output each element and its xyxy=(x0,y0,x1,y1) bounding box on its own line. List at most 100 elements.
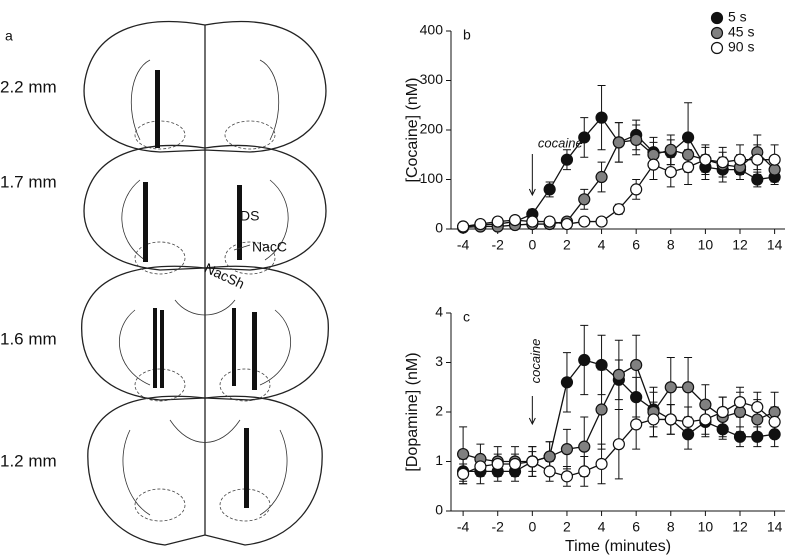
legend-label: 45 s xyxy=(728,24,754,40)
y-tick-label: 300 xyxy=(420,71,444,87)
x-tick-label: -4 xyxy=(457,519,470,535)
x-tick-label: 14 xyxy=(767,519,783,535)
arrow-head xyxy=(528,417,536,426)
x-tick-label: 12 xyxy=(732,237,748,253)
y-tick-label: 0 xyxy=(435,502,443,518)
y-tick-label: 400 xyxy=(420,22,444,38)
data-point xyxy=(647,158,660,171)
data-point xyxy=(681,148,695,161)
data-point xyxy=(560,470,574,483)
data-point xyxy=(681,131,695,144)
data-point xyxy=(681,381,695,394)
x-tick-label: 14 xyxy=(767,237,783,253)
arrow-head xyxy=(528,188,536,197)
data-point xyxy=(578,440,591,453)
region-label: NacSh xyxy=(202,260,247,292)
section-label: 1.6 mm xyxy=(0,329,57,348)
x-tick-label: 2 xyxy=(563,237,571,253)
data-point xyxy=(578,131,591,144)
y-tick-label: 3 xyxy=(435,353,443,369)
data-point xyxy=(457,467,470,480)
data-point xyxy=(630,133,643,146)
data-point xyxy=(560,376,574,389)
data-point xyxy=(543,183,556,196)
data-point xyxy=(733,396,747,409)
data-point xyxy=(578,193,591,206)
data-point xyxy=(560,443,574,456)
annotation: cocaine xyxy=(528,339,543,384)
section-label: 1.7 mm xyxy=(0,172,57,191)
data-point xyxy=(647,413,660,426)
data-point xyxy=(578,215,591,228)
data-point xyxy=(560,153,574,166)
data-point xyxy=(768,415,781,428)
data-point xyxy=(733,153,747,166)
data-point xyxy=(474,217,487,231)
data-point xyxy=(699,153,712,166)
data-point xyxy=(578,353,591,367)
x-tick-label: 0 xyxy=(528,519,536,535)
x-tick-label: 0 xyxy=(528,237,536,253)
x-tick-label: 2 xyxy=(563,519,571,535)
data-point xyxy=(699,413,712,426)
data-point xyxy=(751,430,764,443)
data-point xyxy=(716,423,729,436)
data-point xyxy=(768,153,781,166)
x-tick-label: 10 xyxy=(698,237,714,253)
panel-label: c xyxy=(463,309,470,325)
region-label: DS xyxy=(240,208,259,224)
x-tick-label: 4 xyxy=(598,519,606,535)
section-label: 2.2 mm xyxy=(0,77,57,96)
data-point xyxy=(457,220,470,233)
data-point xyxy=(768,428,781,441)
panel-label: a xyxy=(5,28,13,44)
legend-marker xyxy=(710,26,724,40)
data-point xyxy=(508,457,522,471)
x-tick-label: -2 xyxy=(491,237,504,253)
data-point xyxy=(699,398,712,411)
x-tick-label: 8 xyxy=(667,237,675,253)
y-tick-label: 100 xyxy=(420,170,444,186)
x-tick-label: 6 xyxy=(632,237,640,253)
data-point xyxy=(491,457,504,471)
x-tick-label: 8 xyxy=(667,519,675,535)
data-point xyxy=(681,428,695,441)
legend-label: 5 s xyxy=(728,9,747,25)
data-point xyxy=(681,415,695,428)
data-point xyxy=(751,400,764,414)
data-point xyxy=(595,403,608,416)
data-point xyxy=(664,143,677,156)
data-point xyxy=(560,217,574,231)
legend-marker xyxy=(710,41,724,55)
data-point xyxy=(526,215,539,228)
data-point xyxy=(681,161,695,174)
data-point xyxy=(630,358,643,372)
y-axis-label: [Dopamine] (nM) xyxy=(404,352,421,471)
data-point xyxy=(716,405,729,419)
data-point xyxy=(543,215,556,228)
x-tick-label: 10 xyxy=(698,519,714,535)
legend-marker xyxy=(710,11,724,25)
x-axis-label: Time (minutes) xyxy=(565,538,671,555)
data-point xyxy=(733,430,747,443)
brain-sections xyxy=(81,20,329,546)
data-point xyxy=(630,418,643,431)
data-point xyxy=(612,438,625,451)
y-axis-label: [Cocaine] (nM) xyxy=(404,78,421,183)
section-label: 1.2 mm xyxy=(0,451,57,470)
data-point xyxy=(664,381,677,394)
data-point xyxy=(664,413,677,426)
data-point xyxy=(543,450,556,463)
y-tick-label: 2 xyxy=(435,403,443,419)
annotation: cocaine xyxy=(538,135,583,150)
y-tick-label: 200 xyxy=(420,121,444,137)
legend-label: 90 s xyxy=(728,39,754,55)
data-point xyxy=(630,391,643,404)
data-point xyxy=(474,460,487,473)
data-point xyxy=(630,183,643,196)
data-point xyxy=(612,136,625,149)
data-point xyxy=(595,358,608,372)
x-tick-label: -2 xyxy=(491,519,504,535)
y-tick-label: 4 xyxy=(435,304,443,320)
